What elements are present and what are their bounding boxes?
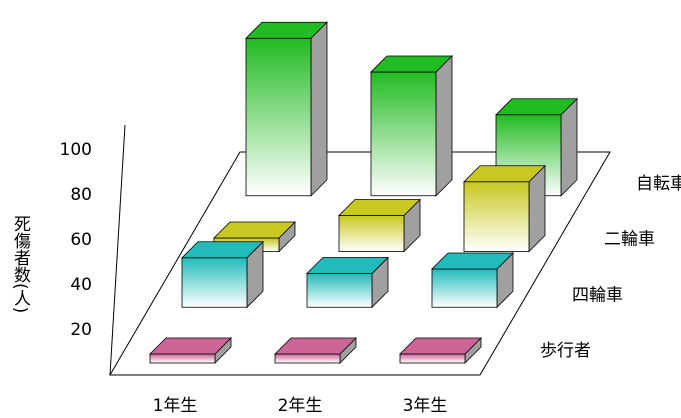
bar xyxy=(338,198,421,253)
bar-top xyxy=(370,55,453,73)
legend-label: 四輪車 xyxy=(572,285,623,305)
x-tick-label: 2年生 xyxy=(278,396,323,416)
bar xyxy=(274,337,357,364)
legend-label: 二輪車 xyxy=(604,230,655,250)
y-tick-label: 100 xyxy=(60,140,92,160)
y-tick-label: 80 xyxy=(70,185,92,205)
bar-top xyxy=(181,241,264,259)
bar xyxy=(370,55,453,197)
bar-top xyxy=(274,337,357,355)
bar-front xyxy=(245,37,312,197)
legend-label: 歩行者 xyxy=(540,341,591,361)
bar-front xyxy=(370,71,437,197)
x-tick-label: 3年生 xyxy=(403,396,448,416)
y-axis xyxy=(109,124,126,376)
legend-label: 自転車 xyxy=(636,174,681,194)
bar xyxy=(181,240,264,309)
y-tick-label: 40 xyxy=(70,275,92,295)
bar-side xyxy=(310,21,328,197)
y-tick-label: 20 xyxy=(70,320,92,340)
bar-front xyxy=(306,273,373,308)
bar-top xyxy=(431,252,514,270)
bar-front xyxy=(431,268,498,308)
bar-top xyxy=(245,21,328,39)
bar xyxy=(149,337,232,364)
bar-top xyxy=(463,165,546,183)
bar xyxy=(399,337,482,364)
bar-top xyxy=(213,221,296,239)
bar-top xyxy=(495,98,578,116)
bar-front xyxy=(149,353,216,364)
x-tick-label: 1年生 xyxy=(153,396,198,416)
bar-top xyxy=(149,337,232,355)
bar-top xyxy=(399,337,482,355)
bar-front xyxy=(463,181,530,252)
y-tick-label: 60 xyxy=(70,230,92,250)
bar-top xyxy=(306,257,389,274)
bar-side xyxy=(435,55,453,197)
bar-top xyxy=(338,199,421,216)
bar-side xyxy=(560,97,578,197)
bar-front xyxy=(338,215,405,252)
bar xyxy=(431,252,514,309)
bar xyxy=(463,164,546,253)
y-axis-label: 死傷者数(人) xyxy=(10,215,31,313)
bar-front xyxy=(399,353,466,364)
bar xyxy=(245,21,328,197)
bar-front xyxy=(274,353,341,364)
bar xyxy=(306,256,389,309)
bar-front xyxy=(181,257,248,308)
